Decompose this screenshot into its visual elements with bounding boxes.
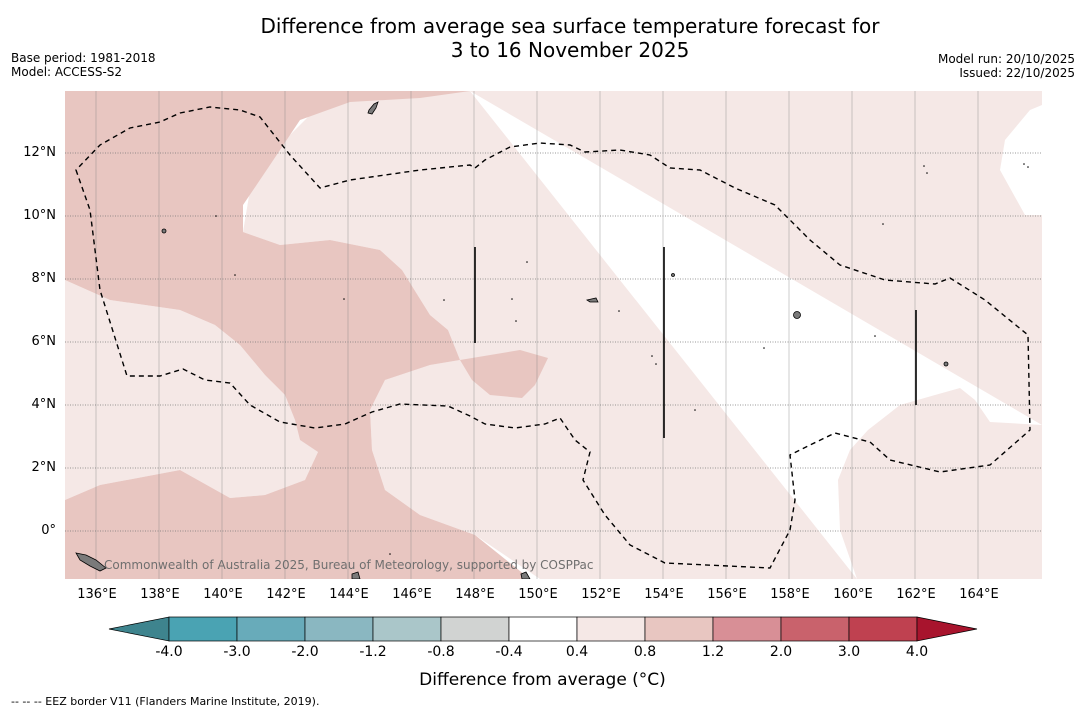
colorbar-label-neg0-4: -0.4 (495, 644, 523, 660)
lon-label-158e: 158°E (770, 587, 810, 602)
colorbar-swatch-11 (848, 616, 918, 642)
lat-label-12n: 12°N (23, 145, 56, 160)
lat-label-8n: 8°N (31, 271, 57, 286)
lon-label-152e: 152°E (581, 587, 621, 602)
colorbar-label-neg4: -4.0 (155, 644, 183, 660)
lat-label-6n: 6°N (31, 334, 57, 349)
model-run: Model run: 20/10/2025 (937, 52, 1075, 66)
lon-label-150e: 150°E (518, 587, 558, 602)
colorbar-swatch-5 (440, 616, 510, 642)
colorbar-label-neg0-8: -0.8 (427, 644, 455, 660)
anomaly-region-light-central (243, 91, 857, 579)
run-info: Model run: 20/10/2025 Issued: 22/10/2025 (938, 52, 1075, 80)
colorbar-swatch-7 (576, 616, 646, 642)
base-info: Base period: 1981-2018 Model: ACCESS-S2 (11, 51, 156, 79)
lat-label-2n: 2°N (31, 460, 57, 475)
title-line-1: Difference from average sea surface temp… (260, 14, 880, 38)
colorbar-swatch-1 (168, 616, 238, 642)
lon-label-140e: 140°E (203, 587, 243, 602)
base-period: Base period: 1981-2018 (11, 51, 156, 65)
longitude-gridlines (95, 91, 979, 579)
latitude-gridlines (65, 152, 1042, 532)
lat-label-10n: 10°N (23, 208, 56, 223)
colorbar-extend-low (108, 616, 170, 642)
lon-label-138e: 138°E (140, 587, 180, 602)
lon-label-136e: 136°E (77, 587, 117, 602)
colorbar-label-neg1-2: -1.2 (359, 644, 387, 660)
colorbar-swatch-4 (372, 616, 442, 642)
colorbar-label-neg3: -3.0 (223, 644, 251, 660)
lon-label-142e: 142°E (266, 587, 306, 602)
atoll-dots (215, 163, 1029, 555)
lat-label-0: 0° (41, 523, 56, 538)
anomaly-region-light-west (65, 280, 318, 500)
colorbar-label-0-4: 0.4 (565, 644, 589, 660)
colorbar-swatch-3 (304, 616, 374, 642)
lon-label-164e: 164°E (959, 587, 999, 602)
colorbar-label-4: 4.0 (905, 644, 929, 660)
lon-label-154e: 154°E (644, 587, 684, 602)
colorbar-label-1-2: 1.2 (701, 644, 725, 660)
eez-footnote: -- -- -- EEZ border V11 (Flanders Marine… (11, 695, 320, 708)
colorbar-swatch-9 (712, 616, 782, 642)
title-line-2: 3 to 16 November 2025 (450, 38, 690, 62)
anomaly-region-medium-west (65, 91, 530, 579)
colorbar-label-2: 2.0 (769, 644, 793, 660)
colorbar-swatch-10 (780, 616, 850, 642)
lon-label-156e: 156°E (707, 587, 747, 602)
anomaly-region-light (470, 91, 1042, 579)
model-name: Model: ACCESS-S2 (11, 65, 123, 79)
lon-label-144e: 144°E (329, 587, 369, 602)
eez-border-palau-fsm (75, 106, 1031, 569)
boundary-segments (474, 247, 917, 438)
colorbar-label-neg2: -2.0 (291, 644, 319, 660)
colorbar-label-0-8: 0.8 (633, 644, 657, 660)
colorbar-swatch-2 (236, 616, 306, 642)
islands (75, 101, 949, 579)
issued-date: Issued: 22/10/2025 (959, 66, 1075, 80)
map-credit: Commonwealth of Australia 2025, Bureau o… (104, 558, 594, 572)
colorbar-label-3: 3.0 (837, 644, 861, 660)
colorbar-extend-high (916, 616, 978, 642)
colorbar-title: Difference from average (°C) (419, 670, 666, 690)
lon-label-162e: 162°E (896, 587, 936, 602)
lon-label-160e: 160°E (833, 587, 873, 602)
anomaly-region-medium-blob (460, 350, 548, 398)
colorbar-swatch-8 (644, 616, 714, 642)
lat-label-4n: 4°N (31, 397, 57, 412)
map-title: Difference from average sea surface temp… (170, 14, 970, 62)
colorbar (108, 616, 978, 642)
lon-label-146e: 146°E (392, 587, 432, 602)
colorbar-swatch-6 (508, 616, 578, 642)
lon-label-148e: 148°E (455, 587, 495, 602)
